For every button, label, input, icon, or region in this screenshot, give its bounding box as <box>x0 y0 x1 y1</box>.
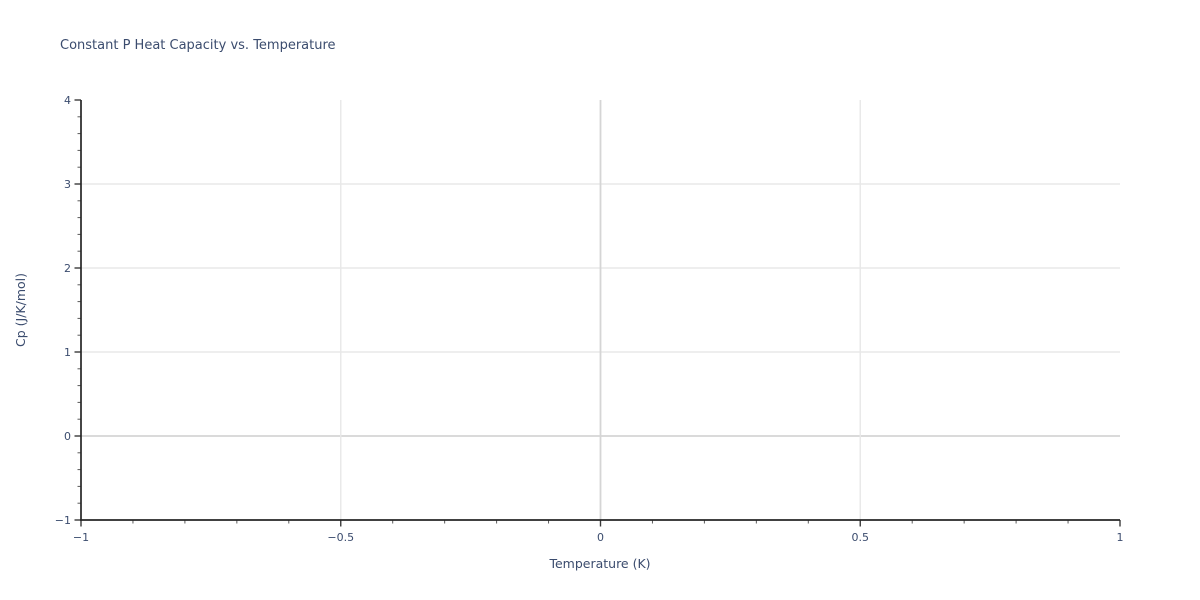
y-tick-label: −1 <box>55 514 71 527</box>
spine-layer <box>80 100 1120 521</box>
x-tick-label: 0.5 <box>852 531 870 544</box>
grid-layer <box>81 100 1120 520</box>
x-tick-label: 0 <box>597 531 604 544</box>
tick-label-layer: −1 −0.5 0 0.5 1 −1 0 1 2 3 4 <box>55 94 1124 544</box>
x-tick-label: 1 <box>1117 531 1124 544</box>
y-tick-label: 1 <box>64 346 71 359</box>
x-tick-label: −0.5 <box>327 531 354 544</box>
y-tick-label: 4 <box>64 94 71 107</box>
x-axis-label: Temperature (K) <box>548 556 650 571</box>
y-tick-label: 3 <box>64 178 71 191</box>
y-tick-label: 0 <box>64 430 71 443</box>
y-tick-label: 2 <box>64 262 71 275</box>
chart-title: Constant P Heat Capacity vs. Temperature <box>60 38 336 53</box>
tick-layer <box>74 99 1121 527</box>
x-tick-label: −1 <box>73 531 89 544</box>
y-axis-label: Cp (J/K/mol) <box>13 273 28 347</box>
